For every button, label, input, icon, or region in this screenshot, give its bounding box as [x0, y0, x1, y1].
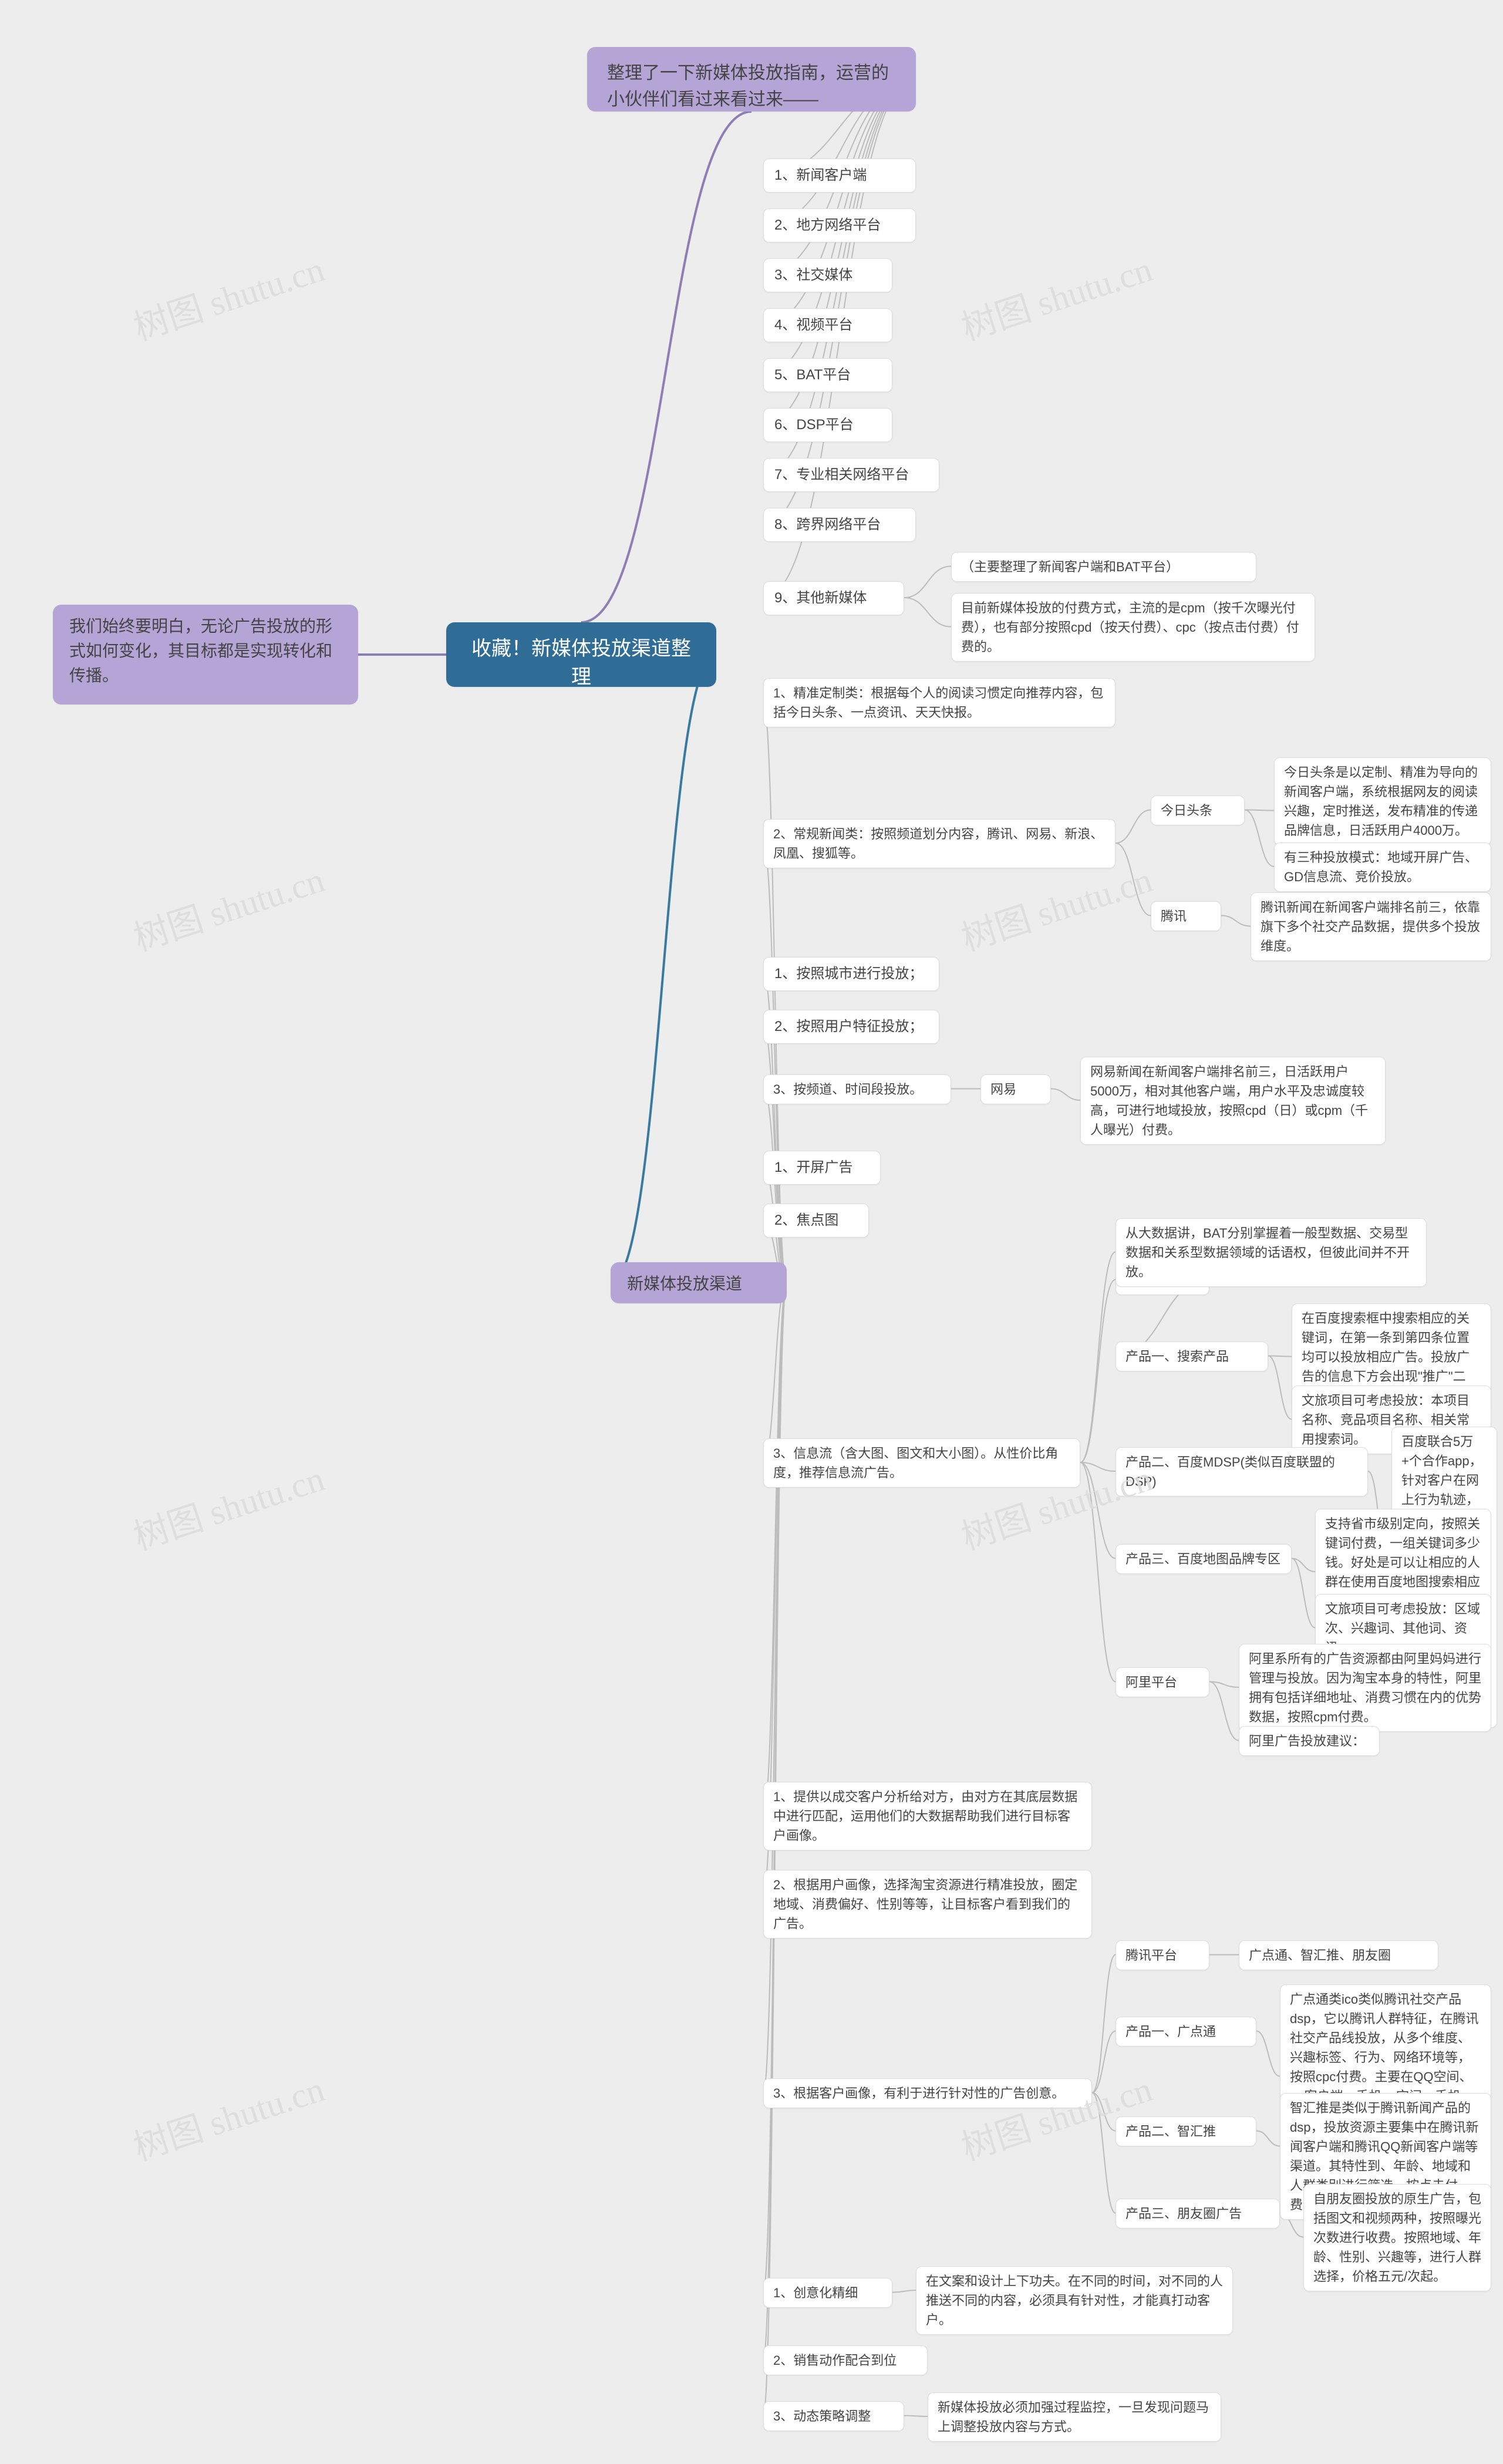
mindmap-link — [1080, 1462, 1116, 1471]
mindmap-link — [1292, 1559, 1315, 1628]
mindmap-node[interactable]: 在文案和设计上下功夫。在不同的时间，对不同的人推送不同的内容，必须具有针对性，才… — [916, 2266, 1233, 2335]
mindmap-node[interactable]: 腾讯 — [1151, 901, 1221, 931]
mindmap-node[interactable]: （主要整理了新闻客户端和BAT平台） — [951, 552, 1256, 582]
mindmap-link — [1268, 1356, 1292, 1357]
mindmap-node[interactable]: 产品一、搜索产品 — [1116, 1341, 1268, 1371]
mindmap-node[interactable]: 3、按频道、时间段投放。 — [763, 1074, 951, 1104]
mindmap-node[interactable]: 9、其他新媒体 — [763, 581, 904, 615]
mindmap-node[interactable]: 2、根据用户画像，选择淘宝资源进行精准投放，圈定地域、消费偏好、性别等等，让目标… — [763, 1870, 1092, 1939]
mindmap-link — [1268, 1356, 1292, 1420]
watermark: 树图 shutu.cn — [126, 241, 330, 350]
mindmap-node[interactable]: 阿里广告投放建议： — [1239, 1726, 1380, 1756]
mindmap-node[interactable]: 目前新媒体投放的付费方式，主流的是cpm（按千次曝光付费），也有部分按照cpd（… — [951, 593, 1315, 662]
mindmap-link — [1209, 1682, 1239, 1688]
mindmap-node[interactable]: 8、跨界网络平台 — [763, 508, 916, 542]
mindmap-node[interactable]: 4、视频平台 — [763, 308, 892, 342]
mindmap-node[interactable]: 网易新闻在新闻客户端排名前三，日活跃用户5000万，相对其他客户端，用户水平及忠… — [1080, 1057, 1386, 1145]
mindmap-node[interactable]: 1、开屏广告 — [763, 1151, 881, 1185]
mindmap-link — [1080, 1462, 1116, 1559]
mindmap-node[interactable]: 今日头条是以定制、精准为导向的新闻客户端，系统根据网友的阅读兴趣，定时推送，发布… — [1274, 757, 1491, 845]
mindmap-link — [1245, 810, 1274, 867]
mindmap-node[interactable]: 6、DSP平台 — [763, 408, 892, 442]
mindmap-node[interactable]: 今日头条 — [1151, 796, 1245, 825]
mindmap-link — [1051, 1089, 1080, 1101]
mindmap-node[interactable]: 我们始终要明白，无论广告投放的形式如何变化，其目标都是实现转化和传播。 — [53, 605, 358, 705]
mindmap-node[interactable]: 腾讯新闻在新闻客户端排名前三，依靠旗下多个社交产品数据，提供多个投放维度。 — [1251, 892, 1491, 961]
mindmap-node[interactable]: 自朋友圈投放的原生广告，包括图文和视频两种，按照曝光次数进行收费。按照地域、年龄… — [1303, 2184, 1491, 2291]
mindmap-node[interactable]: 阿里系所有的广告资源都由阿里妈妈进行管理与投放。因为淘宝本身的特性，阿里拥有包括… — [1239, 1644, 1491, 1732]
watermark: 树图 shutu.cn — [954, 241, 1158, 350]
mindmap-node[interactable]: 3、信息流（含大图、图文和大小图）。从性价比角度，推荐信息流广告。 — [763, 1438, 1080, 1488]
mindmap-link — [1092, 2031, 1116, 2093]
mindmap-link — [1292, 1559, 1315, 1572]
watermark: 树图 shutu.cn — [126, 1450, 330, 1560]
mindmap-link — [1209, 1682, 1239, 1741]
mindmap-node[interactable]: 收藏！新媒体投放渠道整理 — [446, 622, 716, 687]
mindmap-link — [1092, 2093, 1116, 2131]
mindmap-link — [1221, 916, 1251, 926]
mindmap-node[interactable]: 产品一、广点通 — [1116, 2017, 1256, 2047]
mindmap-node[interactable]: 从大数据讲，BAT分别掌握着一般型数据、交易型数据和关系型数据领域的话语权，但彼… — [1116, 1218, 1427, 1287]
mindmap-link — [904, 598, 951, 627]
mindmap-link — [763, 702, 787, 1283]
mindmap-link — [763, 1089, 787, 1283]
mindmap-link — [1116, 843, 1151, 916]
mindmap-node[interactable]: 产品二、百度MDSP(类似百度联盟的DSP) — [1116, 1447, 1368, 1496]
watermark: 树图 shutu.cn — [126, 851, 330, 961]
mindmap-node[interactable]: 1、按照城市进行投放； — [763, 957, 939, 991]
mindmap-link — [1245, 810, 1274, 811]
mindmap-link — [1092, 1955, 1116, 2093]
mindmap-link — [1092, 2093, 1116, 2213]
mindmap-node[interactable]: 广点通、智汇推、朋友圈 — [1239, 1940, 1438, 1970]
mindmap-node[interactable]: 阿里平台 — [1116, 1667, 1209, 1697]
mindmap-link — [763, 1283, 787, 1462]
mindmap-node[interactable]: 2、地方网络平台 — [763, 208, 916, 242]
mindmap-node[interactable]: 1、提供以成交客户分析给对方，由对方在其底层数据中进行匹配，运用他们的大数据帮助… — [763, 1782, 1092, 1850]
mindmap-link — [1080, 1280, 1116, 1463]
mindmap-node[interactable]: 产品二、智汇推 — [1116, 2116, 1256, 2146]
mindmap-node[interactable]: 产品三、朋友圈广告 — [1116, 2199, 1280, 2229]
watermark: 树图 shutu.cn — [954, 2061, 1158, 2170]
mindmap-link — [1080, 1462, 1116, 1682]
mindmap-node[interactable]: 3、根据客户画像，有利于进行针对性的广告创意。 — [763, 2078, 1092, 2108]
mindmap-node[interactable]: 3、动态策略调整 — [763, 2401, 904, 2431]
mindmap-node[interactable]: 2、按照用户特征投放； — [763, 1010, 939, 1044]
mindmap-node[interactable]: 1、创意化精细 — [763, 2278, 892, 2308]
mindmap-node[interactable]: 产品三、百度地图品牌专区 — [1116, 1544, 1292, 1574]
mindmap-node[interactable]: 网易 — [980, 1074, 1051, 1104]
mindmap-link — [581, 112, 752, 622]
mindmap-node[interactable]: 新媒体投放必须加强过程监控，一旦发现问题马上调整投放内容与方式。 — [928, 2392, 1221, 2442]
mindmap-link — [1256, 2131, 1280, 2146]
mindmap-link — [904, 567, 951, 598]
mindmap-node[interactable]: 2、常规新闻类：按照频道划分内容，腾讯、网易、新浪、凤凰、搜狐等。 — [763, 819, 1116, 868]
mindmap-node[interactable]: 2、销售动作配合到位 — [763, 2345, 928, 2375]
mindmap-node[interactable]: 新媒体投放渠道 — [611, 1262, 787, 1303]
mindmap-link — [1116, 810, 1151, 844]
mindmap-node[interactable]: 7、专业相关网络平台 — [763, 458, 939, 492]
mindmap-link — [1080, 1252, 1116, 1463]
mindmap-node[interactable]: 5、BAT平台 — [763, 358, 892, 392]
mindmap-link — [763, 1283, 787, 1816]
mindmap-node[interactable]: 腾讯平台 — [1116, 1940, 1209, 1970]
mindmap-node[interactable]: 1、精准定制类：根据每个人的阅读习惯定向推荐内容，包括今日头条、一点资讯、天天快… — [763, 678, 1116, 727]
mindmap-node[interactable]: 3、社交媒体 — [763, 258, 892, 292]
mindmap-link — [1256, 2031, 1280, 2077]
mindmap-node[interactable]: 有三种投放模式：地域开屏广告、GD信息流、竞价投放。 — [1274, 842, 1491, 892]
mindmap-node[interactable]: 2、焦点图 — [763, 1204, 869, 1238]
mindmap-link — [763, 1283, 787, 2093]
mindmap-link — [892, 2290, 916, 2293]
watermark: 树图 shutu.cn — [126, 2061, 330, 2170]
mindmap-link — [904, 2416, 928, 2417]
mindmap-node[interactable]: 整理了一下新媒体投放指南，运营的小伙伴们看过来看过来—— — [587, 47, 916, 112]
mindmap-link — [611, 655, 716, 1283]
mindmap-node[interactable]: 1、新闻客户端 — [763, 159, 916, 193]
